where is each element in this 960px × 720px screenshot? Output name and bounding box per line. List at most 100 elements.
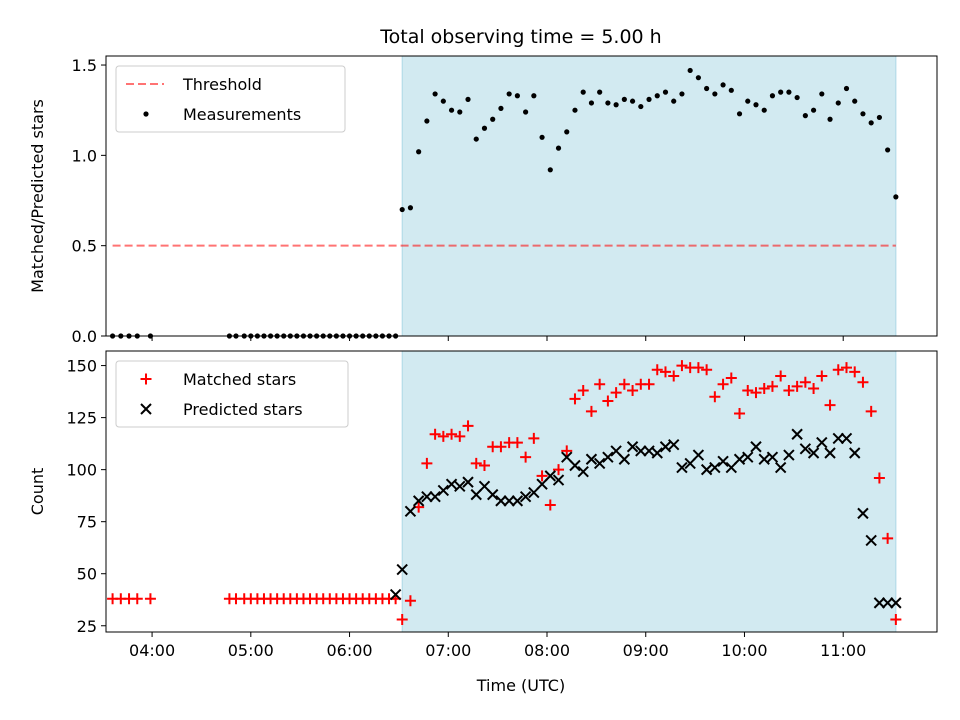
matched-star-point — [717, 378, 729, 390]
top-panel: 0.0 0.5 1.0 1.5 Matched/Predicted stars Thr… — [28, 55, 938, 346]
measurement-point — [868, 120, 874, 126]
matched-star-point — [865, 405, 877, 417]
x-axis-label: Time (UTC) — [476, 676, 565, 695]
matched-star-point — [832, 364, 844, 376]
top-x-ticks — [151, 336, 844, 341]
matched-star-point — [791, 380, 803, 392]
measurement-point — [728, 87, 734, 93]
predicted-star-point — [429, 490, 441, 503]
predicted-star-point — [643, 445, 655, 457]
measurement-point — [695, 75, 701, 81]
bottom-plot-marks — [107, 360, 902, 626]
x-tick-label: 06:00 — [326, 641, 372, 660]
matched-star-point — [890, 614, 902, 626]
measurement-point — [432, 91, 438, 97]
x-tick-label: 04:00 — [129, 641, 175, 660]
matched-star-point — [462, 420, 474, 432]
matched-star-point — [437, 430, 449, 442]
top-axes-frame — [105, 55, 938, 337]
predicted-star-point — [552, 474, 565, 486]
measurement-point — [629, 98, 636, 104]
predicted-star-point — [840, 432, 853, 445]
predicted-star-point — [791, 428, 803, 440]
predicted-star-point — [783, 449, 795, 461]
matched-star-point — [799, 376, 811, 388]
y-tick-label: 1.5 — [72, 56, 97, 75]
matched-star-point — [758, 382, 770, 394]
legend-label: Matched stars — [183, 370, 296, 389]
measurement-point — [852, 98, 858, 104]
matched-star-point — [610, 387, 622, 399]
predicted-star-point — [676, 461, 688, 474]
matched-star-point — [725, 372, 737, 384]
measurement-point — [720, 82, 726, 88]
x-tick-label: 07:00 — [425, 641, 471, 660]
predicted-star-point — [618, 453, 631, 465]
predicted-star-point — [881, 597, 894, 609]
predicted-star-point — [495, 495, 507, 507]
predicted-star-point — [668, 438, 680, 451]
matched-star-point — [421, 457, 433, 469]
measurement-point — [646, 96, 652, 102]
matched-star-point — [709, 391, 721, 403]
predicted-star-point — [635, 445, 647, 457]
measurement-point — [778, 89, 784, 95]
matched-star-point — [668, 370, 680, 382]
measurement-point — [457, 109, 463, 115]
matched-star-point — [569, 393, 581, 405]
matched-star-point — [131, 593, 143, 605]
predicted-star-point — [742, 451, 754, 463]
legend-measurement-swatch — [143, 111, 149, 117]
measurement-point — [564, 129, 570, 135]
measurement-point — [687, 67, 693, 74]
predicted-star-point — [577, 466, 589, 478]
matched-star-point — [536, 470, 548, 482]
predicted-star-point — [807, 447, 820, 459]
matched-star-point — [618, 378, 630, 390]
matched-star-point — [840, 362, 852, 374]
top-legend: Threshold Measurements — [115, 65, 346, 133]
measurement-point — [810, 107, 817, 113]
predicted-star-point — [890, 597, 902, 609]
predicted-star-point — [486, 488, 499, 501]
measurement-point — [671, 98, 677, 104]
chart-title: Total observing time = 5.00 h — [379, 26, 661, 48]
predicted-star-point — [692, 449, 705, 461]
matched-star-point — [429, 428, 441, 440]
predicted-star-point — [519, 490, 532, 503]
predicted-star-point — [544, 470, 557, 482]
measurement-point — [621, 96, 627, 102]
legend-box — [115, 360, 349, 428]
y-tick-label: 1.0 — [72, 146, 97, 165]
matched-star-point — [692, 362, 704, 374]
matched-star-point — [602, 395, 614, 407]
measurement-point — [416, 149, 422, 155]
measurement-point — [523, 109, 529, 115]
y-tick-label: 25 — [77, 617, 97, 636]
predicted-star-point — [709, 461, 721, 474]
predicted-star-point — [462, 476, 474, 488]
predicted-star-point — [421, 490, 433, 503]
measurement-point — [613, 102, 619, 108]
matched-star-point — [849, 366, 861, 378]
matched-star-point — [396, 614, 408, 626]
measurement-point — [893, 194, 899, 200]
matched-star-point — [659, 366, 671, 378]
x-tick-label: 10:00 — [721, 641, 767, 660]
measurement-point — [794, 94, 800, 101]
y-tick-label: 100 — [66, 461, 97, 480]
top-observing-window-shade — [401, 55, 897, 337]
predicted-star-point — [733, 453, 746, 465]
predicted-star-point — [454, 480, 466, 493]
measurement-point — [506, 91, 512, 97]
top-y-axis-label: Matched/Predicted stars — [28, 99, 47, 293]
matched-star-point — [701, 364, 713, 376]
y-tick-label: 0.5 — [72, 237, 97, 256]
predicted-star-point — [593, 457, 606, 470]
bottom-x-axis: 04:00 05:00 06:00 07:00 08:00 09:00 10:00 11:00 — [129, 632, 866, 660]
y-tick-label: 75 — [77, 513, 97, 532]
measurement-point — [399, 206, 405, 213]
matched-star-point — [511, 437, 523, 449]
predicted-star-point — [389, 588, 402, 601]
matched-star-point — [585, 405, 597, 417]
